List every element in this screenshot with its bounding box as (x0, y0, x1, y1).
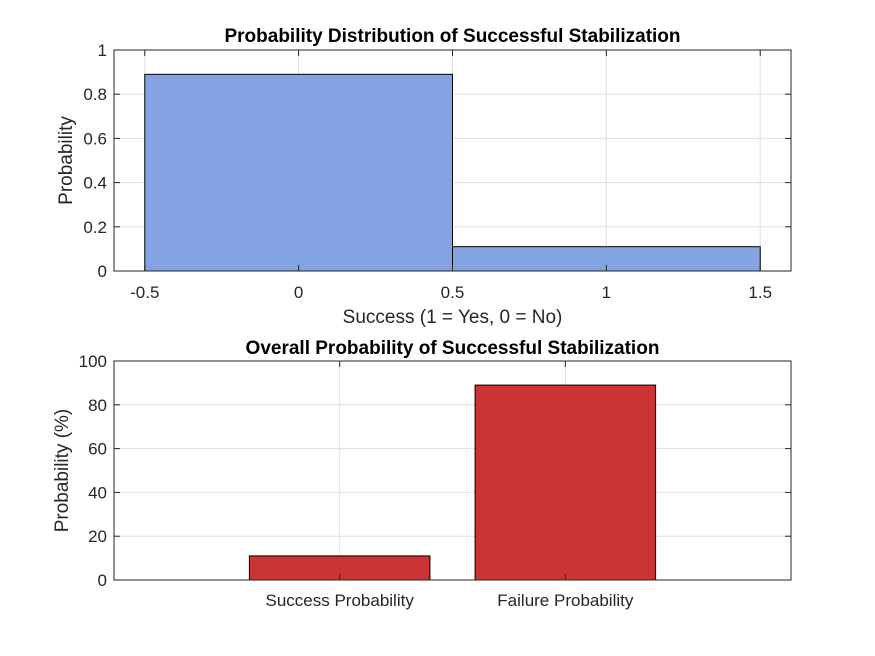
y-axis-label: Probability (56, 116, 77, 205)
bar-failure-probability (474, 384, 657, 581)
x-tick-label: -0.5 (130, 283, 159, 302)
y-tick-label: 80 (88, 396, 107, 415)
x-tick-label: 0 (294, 283, 303, 302)
chart-title: Overall Probability of Successful Stabil… (246, 338, 660, 359)
y-tick-label: 1 (98, 41, 107, 60)
x-tick-label: Success Probability (265, 591, 414, 610)
y-tick-label: 0 (98, 262, 107, 281)
y-tick-label: 0 (98, 571, 107, 590)
y-tick-label: 20 (88, 527, 107, 546)
histogram-bar-0 (144, 73, 453, 272)
y-tick-label: 100 (79, 352, 107, 371)
y-axis-label: Probability (%) (52, 409, 73, 533)
x-tick-label: 0.5 (441, 283, 465, 302)
y-tick-label: 0.8 (83, 85, 107, 104)
x-tick-label: 1.5 (748, 283, 772, 302)
y-tick-label: 0.6 (83, 129, 107, 148)
plot-frame-bottom (113, 360, 792, 581)
chart-title: Probability Distribution of Successful S… (224, 26, 680, 47)
y-tick-label: 60 (88, 440, 107, 459)
x-tick-label: 1 (602, 283, 611, 302)
x-axis-label: Success (1 = Yes, 0 = No) (343, 307, 563, 328)
x-tick-label: Failure Probability (497, 591, 634, 610)
y-tick-label: 0.4 (83, 174, 107, 193)
y-tick-label: 40 (88, 483, 107, 502)
y-tick-label: 0.2 (83, 218, 107, 237)
